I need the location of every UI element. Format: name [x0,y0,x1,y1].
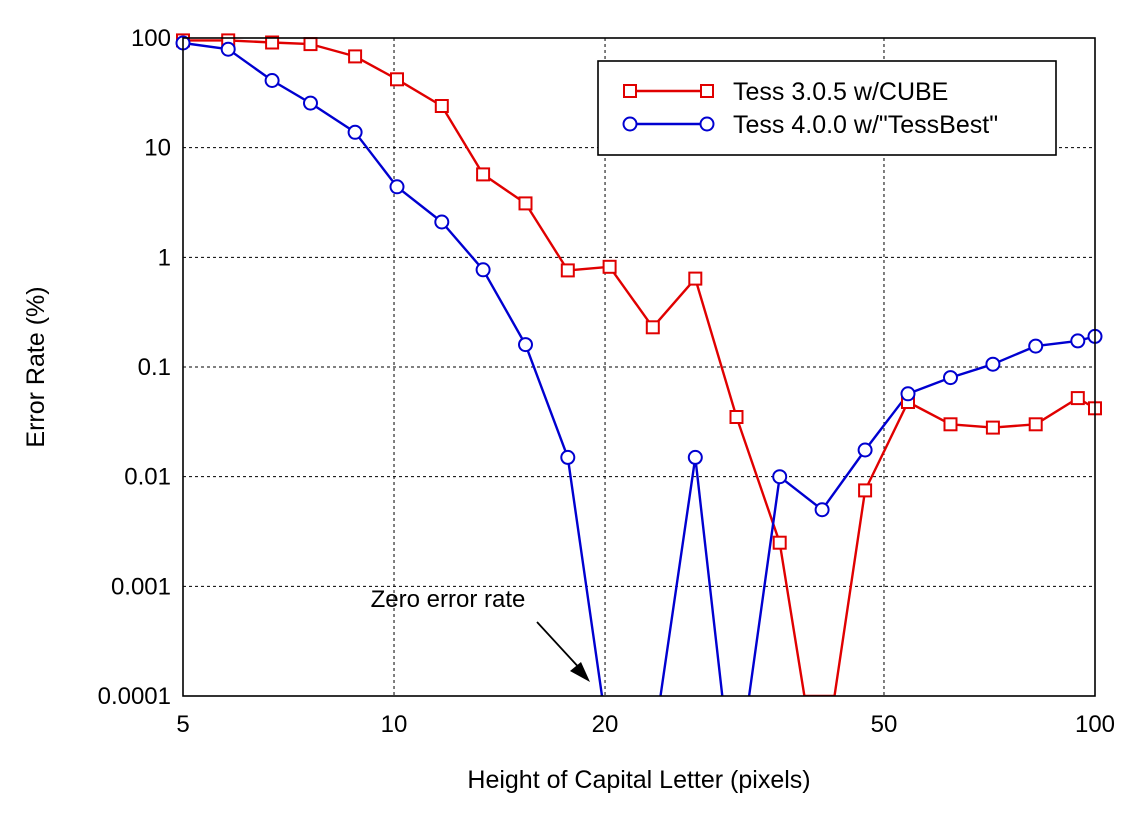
data-point-circle [814,502,830,518]
legend-marker-square-b [700,84,714,98]
y-tick-label: 1 [158,244,171,271]
x-axis-title: Height of Capital Letter (pixels) [467,766,810,794]
data-point-circle [772,469,788,485]
data-point-square [476,167,491,182]
legend-marker-square-a [623,84,637,98]
annotation-text: Zero error rate [371,586,526,613]
data-point-square [602,259,617,274]
data-point-circle [687,449,703,465]
data-point-square [518,196,533,211]
marker-layer [175,33,1103,550]
data-point-square [943,417,958,432]
data-point-circle [220,41,236,57]
x-tick-label: 5 [176,711,189,738]
y-tick-label: 10 [144,135,171,162]
data-point-square [348,49,363,64]
data-point-square [265,35,280,50]
y-axis-ticks: 0.0001 0.001 0.01 0.1 1 10 100 [98,25,171,710]
data-point-circle [857,442,873,458]
annotation-arrow-shaft [536,621,584,673]
zero-error-annotation: Zero error rate [371,586,590,682]
legend-label-tess-4: Tess 4.0.0 w/"TessBest" [733,111,998,139]
data-point-circle [560,449,576,465]
data-point-square [985,420,1000,435]
data-point-square [729,410,744,424]
data-point-circle [985,356,1001,372]
legend-entry-tess-4: Tess 4.0.0 w/"TessBest" [622,111,998,139]
x-tick-label: 50 [871,711,898,738]
data-point-square [645,320,660,335]
y-tick-label: 0.001 [111,573,171,600]
y-tick-label: 0.1 [138,354,171,381]
annotation-arrow-head [570,662,590,682]
data-point-square [1070,391,1085,406]
legend-marker-circle-a [622,116,638,132]
data-point-square [1028,417,1043,432]
x-tick-label: 100 [1075,711,1115,738]
legend-marker-circle-b [699,116,715,132]
series-line-0 [183,39,1095,696]
y-tick-label: 0.01 [124,464,171,491]
data-point-square [772,535,787,550]
legend: Tess 3.0.5 w/CUBE Tess 4.0.0 w/"TessBest… [597,60,1057,156]
data-point-circle [303,95,318,111]
plot-frame [182,37,1096,697]
data-point-circle [518,337,533,353]
data-point-square [390,72,404,87]
data-point-circle [943,370,958,386]
data-point-circle [1028,338,1044,354]
data-point-square [434,99,449,113]
x-tick-label: 10 [381,711,408,738]
x-tick-label: 20 [592,711,619,738]
y-axis-title: Error Rate (%) [22,286,50,447]
legend-box [597,60,1057,156]
y-tick-label: 100 [131,25,171,52]
x-axis-ticks: 5 10 20 50 100 [176,711,1115,738]
data-point-square [688,271,703,286]
data-point-circle [434,214,450,230]
data-point-circle [264,73,280,88]
data-point-square [560,263,575,278]
data-point-circle [475,262,491,278]
data-point-circle [900,386,916,402]
y-tick-label: 0.0001 [98,683,171,710]
legend-label-tess-3: Tess 3.0.5 w/CUBE [733,78,948,106]
data-point-square [858,483,873,498]
data-point-circle [347,124,363,140]
data-point-circle [1070,333,1086,349]
data-point-circle [389,179,405,195]
legend-entry-tess-3: Tess 3.0.5 w/CUBE [623,78,948,106]
data-point-square [303,37,318,52]
